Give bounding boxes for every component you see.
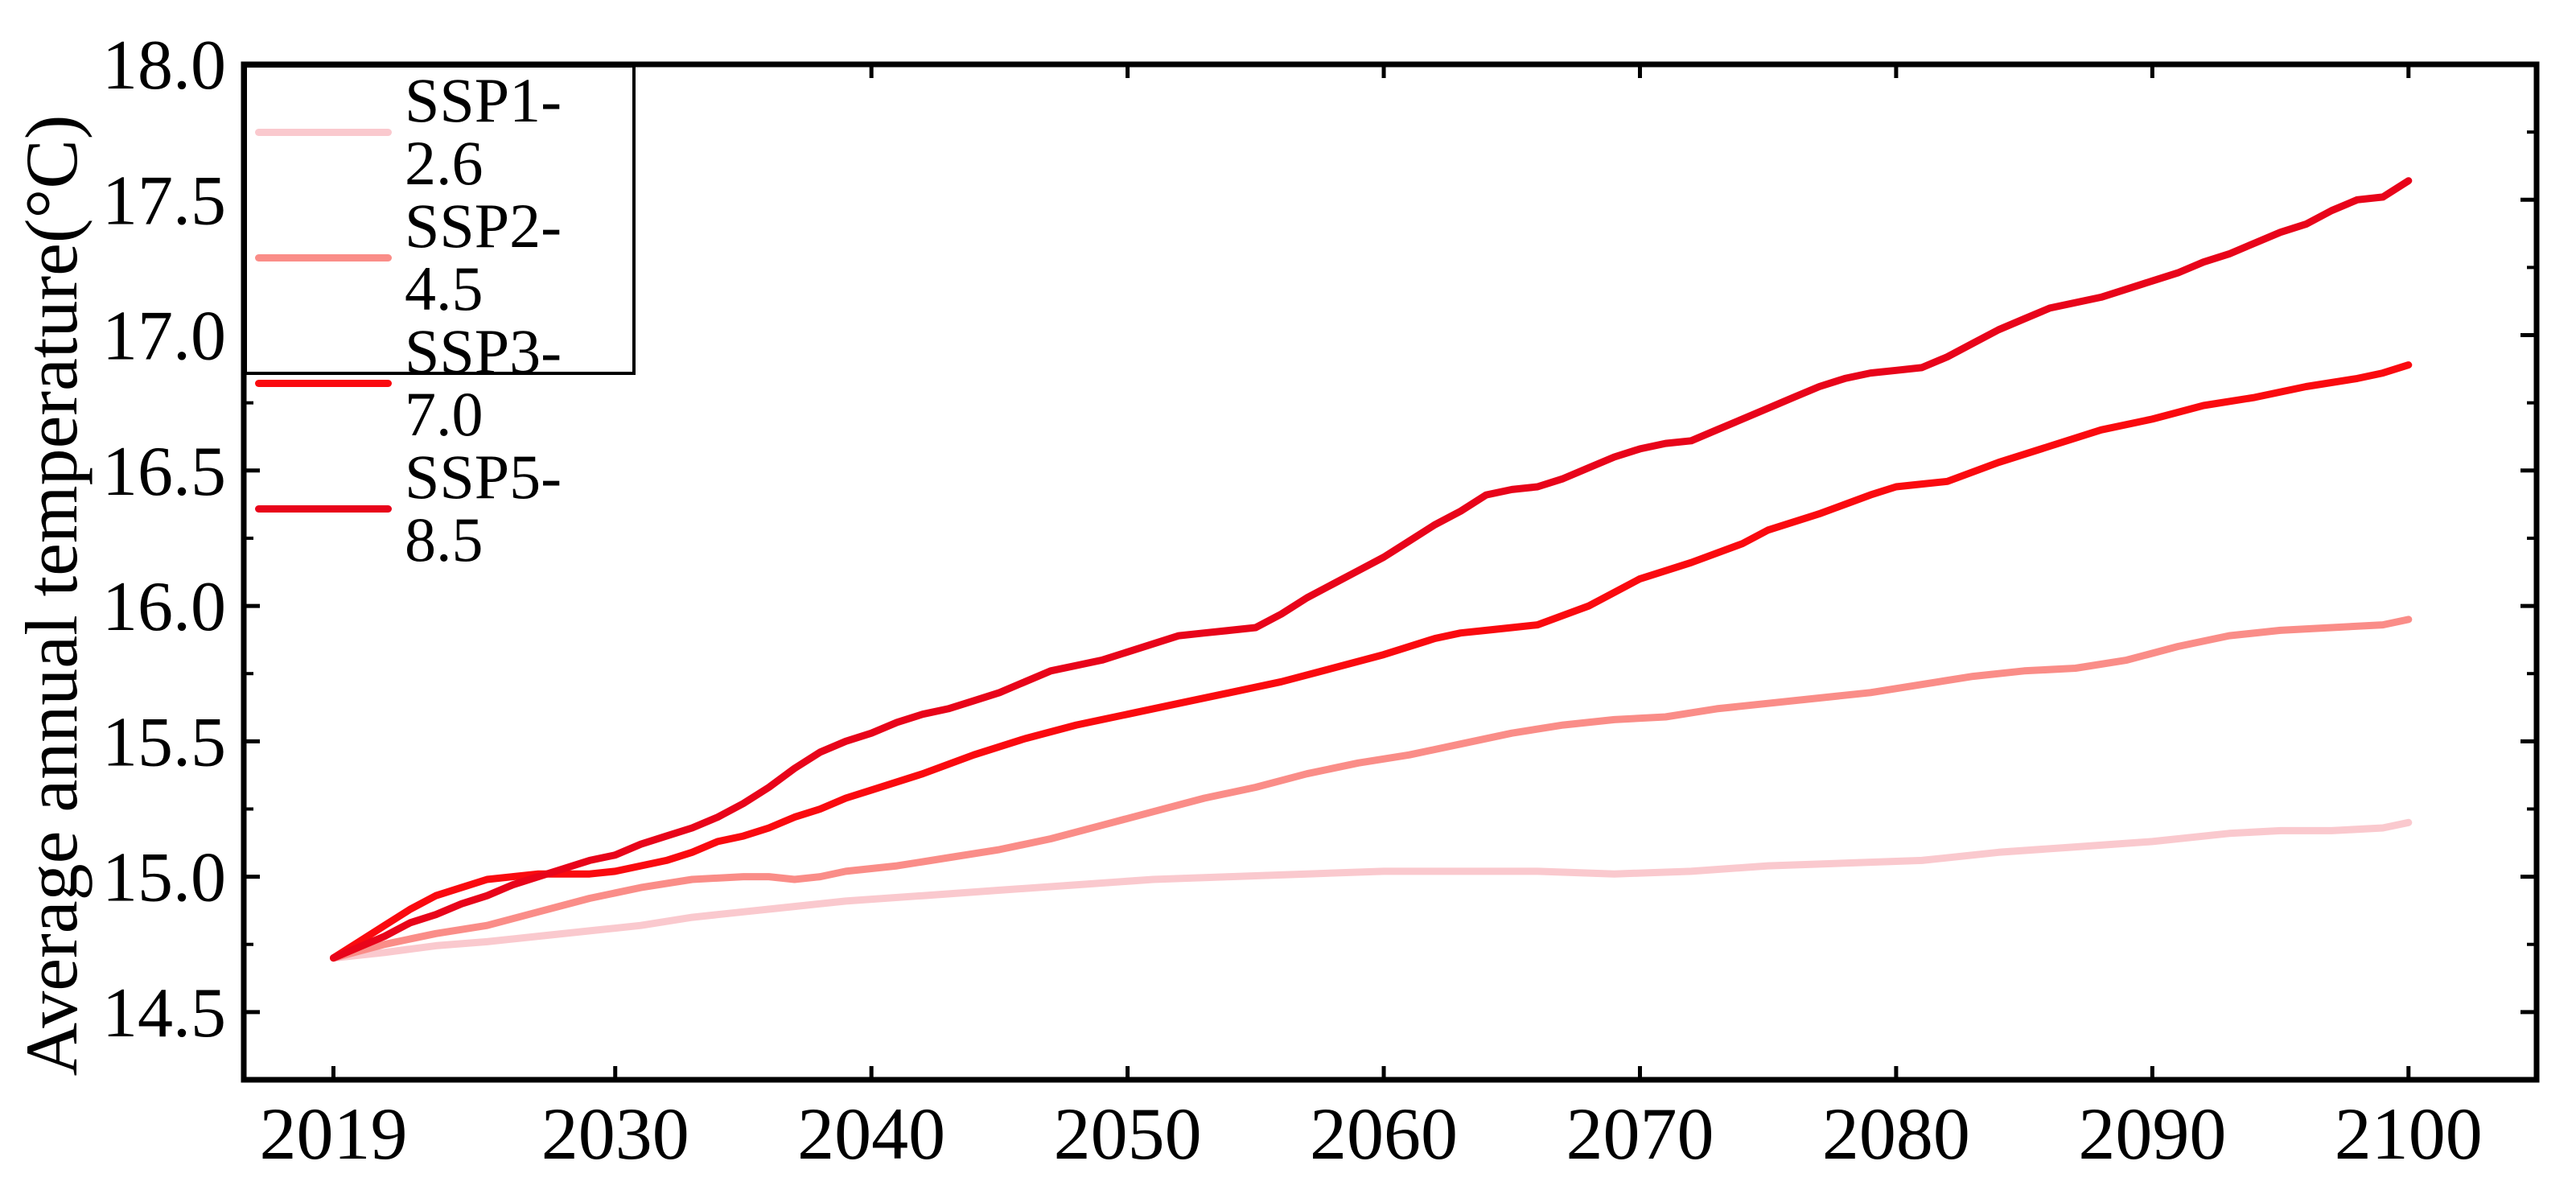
legend-swatch-line [255,504,392,513]
y-tick-label: 18.0 [102,27,226,105]
y-tick-label: 14.5 [102,974,226,1052]
legend-item: SSP2-4.5 [247,195,632,320]
x-tick-label: 2019 [259,1093,407,1175]
y-tick-label: 16.5 [102,433,226,511]
series-line-ssp1-2-6 [330,818,2413,962]
y-tick-label: 17.0 [102,298,226,376]
legend-item: SSP3-7.0 [247,320,632,446]
legend-swatch-line [255,379,392,387]
legend-item-label: SSP3-7.0 [405,316,562,449]
y-axis-title: Average annual temperature(°C) [10,114,93,1077]
series-line-ssp2-4-5 [330,616,2413,962]
legend: SSP1-2.6 SSP2-4.5 SSP3-7.0 SSP5-8.5 [244,64,636,571]
x-tick-label: 2070 [1566,1093,1714,1175]
x-tick-label: 2030 [541,1093,689,1175]
y-tick-label: 16.0 [102,568,226,646]
legend-item-label: SSP5-8.5 [405,442,562,574]
plot-area-frame [241,61,2540,1083]
series-line-ssp5-8-5 [330,177,2413,962]
x-tick-label: 2050 [1054,1093,1202,1175]
legend-swatch-line [255,253,392,261]
series-line-ssp3-7-0 [330,361,2413,962]
x-tick-label: 2090 [2078,1093,2226,1175]
y-tick-label: 15.0 [102,839,226,917]
x-tick-label: 2100 [2335,1093,2483,1175]
legend-item-label: SSP2-4.5 [405,191,562,323]
legend-item: SSP5-8.5 [247,446,632,571]
x-tick-label: 2060 [1310,1093,1458,1175]
legend-item-label: SSP1-2.6 [405,65,562,198]
x-tick-label: 2040 [797,1093,945,1175]
x-tick-label: 2080 [1822,1093,1970,1175]
legend-swatch-line [255,128,392,136]
y-tick-label: 17.5 [102,162,226,240]
y-tick-label: 15.5 [102,703,226,781]
legend-item: SSP1-2.6 [247,69,632,195]
